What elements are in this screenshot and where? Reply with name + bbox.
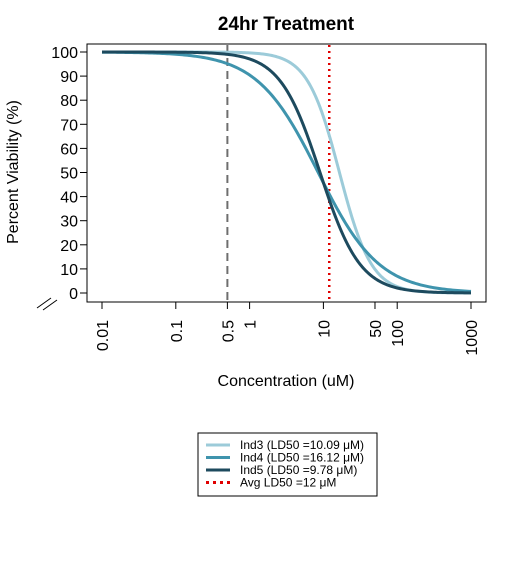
legend: Ind3 (LD50 =10.09 μM)Ind4 (LD50 =16.12 μ… [197, 432, 378, 497]
y-tick-label: 0 [69, 286, 78, 303]
plot-frame [86, 43, 487, 303]
x-tick-label: 1000 [464, 320, 481, 356]
chart-title: 24hr Treatment [218, 14, 355, 35]
y-tick-label: 60 [60, 141, 78, 158]
y-tick-label: 80 [60, 93, 78, 110]
y-tick-label: 30 [60, 214, 78, 231]
series-line-3 [102, 50, 472, 295]
y-tick-label: 70 [60, 117, 78, 134]
legend-label-2: Ind4 (LD50 =16.12 μM) [240, 451, 364, 465]
y-tick-label: 40 [60, 190, 78, 207]
x-tick-label: 100 [390, 320, 407, 347]
x-tick-label: 1 [243, 320, 260, 329]
y-tick-label: 50 [60, 166, 78, 183]
x-tick-label: 0.01 [95, 320, 112, 351]
x-tick-label: 0.1 [169, 320, 186, 342]
y-tick-label: 90 [60, 69, 78, 86]
y-tick-label: 10 [60, 262, 78, 279]
y-axis-label: Percent Viability (%) [5, 100, 22, 244]
legend-label-4: Avg LD50 =12 μM [240, 476, 336, 490]
y-tick-label: 20 [60, 238, 78, 255]
y-tick-label: 100 [51, 45, 78, 62]
legend-box [197, 432, 378, 497]
plot-area: 0 10 20 30 40 50 60 70 80 90 100 0.01 0.1 0.5 1 10 50 100… [36, 43, 487, 356]
legend-label-1: Ind3 (LD50 =10.09 μM) [240, 438, 364, 452]
axis-break-mark [36, 297, 58, 311]
x-tick-label: 10 [316, 320, 333, 338]
x-tick-label: 50 [368, 320, 385, 338]
legend-label-3: Ind5 (LD50 =9.78 μM) [240, 463, 357, 477]
x-tick-label: 0.5 [220, 320, 237, 342]
x-axis-label: Concentration (uM) [218, 373, 355, 390]
